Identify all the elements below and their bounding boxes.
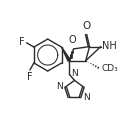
- Text: F: F: [27, 72, 33, 82]
- Text: N: N: [72, 69, 78, 78]
- Text: O: O: [69, 35, 77, 45]
- Polygon shape: [62, 47, 70, 61]
- Text: CD₃: CD₃: [102, 64, 119, 73]
- Text: N: N: [56, 82, 63, 91]
- Text: NH: NH: [102, 41, 116, 51]
- Text: F: F: [19, 37, 25, 47]
- Text: O: O: [83, 21, 91, 31]
- Text: N: N: [83, 93, 89, 102]
